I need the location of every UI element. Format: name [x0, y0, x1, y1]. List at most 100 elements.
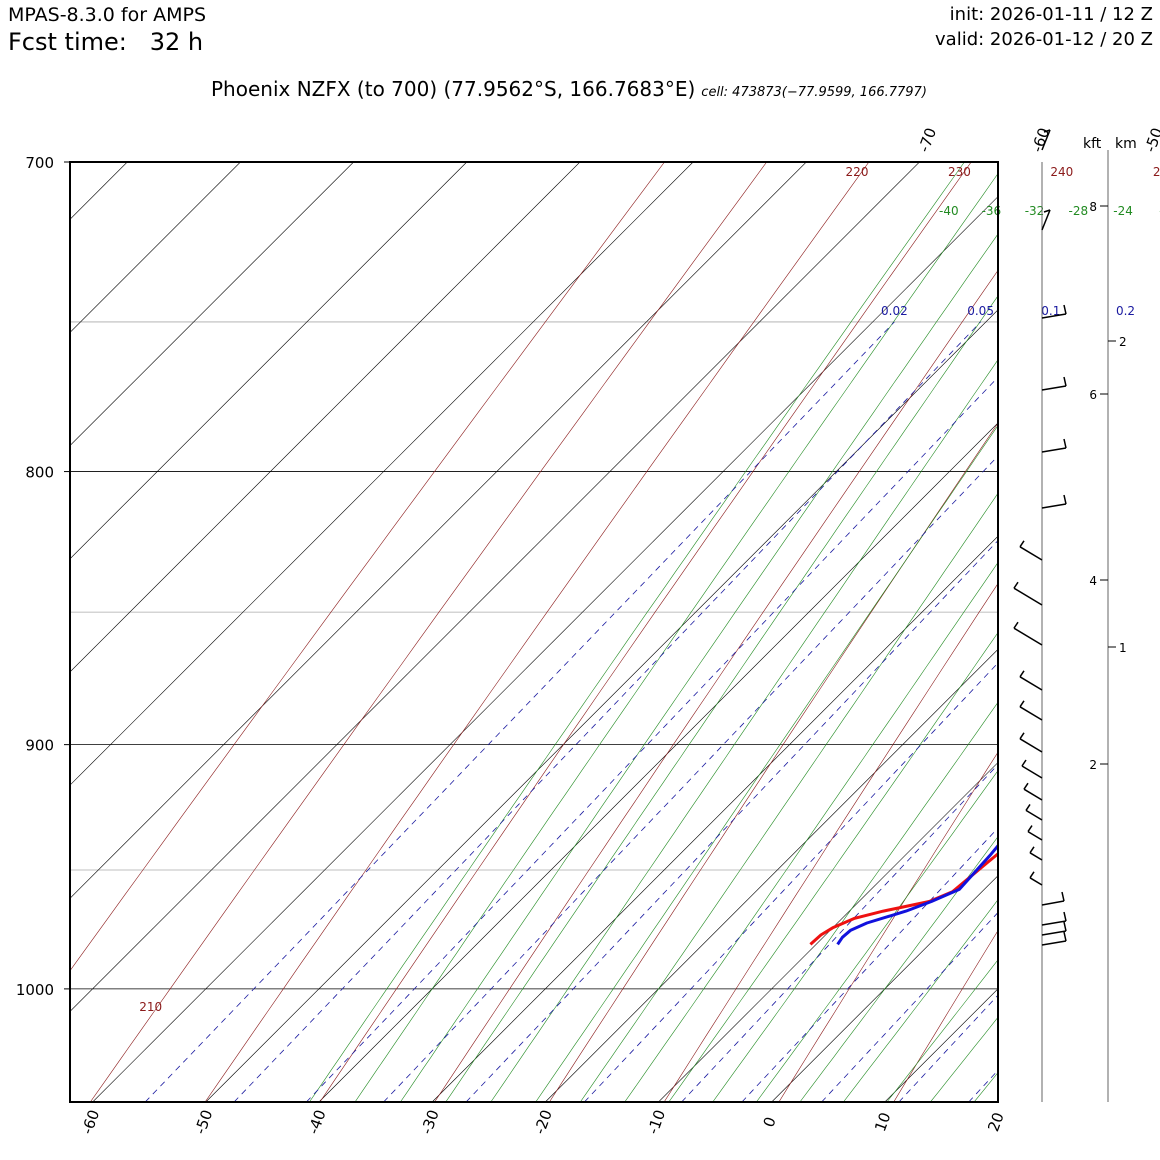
mixing-ratio-label: 0.1 [1041, 304, 1060, 318]
dry-adiabat [1008, 162, 1160, 1102]
barb-shaft [1019, 546, 1043, 561]
bottom-isotherm-text: 20 [984, 1110, 1007, 1134]
dry-adiabat-label: 230 [948, 165, 971, 179]
moist-adiabat [624, 561, 998, 1102]
barb-flag [1043, 129, 1051, 133]
bottom-isotherm-label: -20 [531, 1107, 556, 1136]
kft-tick-label: 2 [1089, 758, 1097, 772]
moist-adiabat [580, 492, 998, 1102]
bottom-isotherm-text: -50 [191, 1107, 216, 1136]
dry-adiabat [204, 162, 870, 1102]
barb-shaft [1027, 830, 1043, 841]
top-isotherm-text: -70 [915, 125, 940, 154]
barb-shaft [1021, 765, 1043, 779]
barb-flag [1063, 304, 1067, 315]
mixing-ratio-line [233, 321, 981, 1102]
bottom-isotherm-label: -10 [644, 1107, 669, 1136]
wind-barb [1023, 782, 1043, 801]
dry-adiabat [1123, 162, 1160, 1102]
barb-flag [1029, 871, 1035, 879]
moist-adiabat [490, 359, 998, 1102]
top-isotherm-label: -70 [915, 125, 940, 154]
barb-flag [1027, 825, 1033, 833]
dry-adiabat [319, 162, 972, 1102]
barb-flag [1013, 621, 1019, 629]
mixing-ratio-label: 0.05 [967, 304, 994, 318]
wind-barb [1029, 846, 1043, 861]
bottom-isotherm-text: -10 [644, 1107, 669, 1136]
wind-barb [1041, 209, 1051, 231]
mixing-ratio-line [383, 455, 998, 1102]
temperature-profile [809, 851, 998, 946]
isotherm [545, 648, 998, 1102]
bottom-isotherm-text: -40 [304, 1107, 329, 1136]
dry-adiabat-label: 210 [139, 1000, 162, 1014]
bottom-isotherm-text: -60 [78, 1107, 103, 1136]
forecast-time-label: Fcst time: [8, 28, 127, 56]
barb-flag [1063, 494, 1067, 505]
barb-shaft [1041, 920, 1067, 926]
isotherm [70, 162, 581, 673]
isotherm [70, 162, 128, 220]
mixing-ratio-label: 0.2 [1116, 304, 1135, 318]
isotherm [70, 162, 920, 1012]
wind-barb [1027, 825, 1043, 841]
isotherm [431, 535, 998, 1102]
model-name: MPAS-8.3.0 for AMPS [8, 4, 207, 26]
moist-adiabat [712, 701, 998, 1102]
barb-flag [1061, 891, 1065, 902]
dry-adiabat-label: 220 [846, 165, 869, 179]
wind-barb [1019, 540, 1043, 561]
valid-time: valid: 2026-01-12 / 20 Z [935, 29, 1153, 50]
isotherm [884, 988, 998, 1102]
kft-tick-label: 4 [1089, 574, 1097, 588]
barb-flag [1013, 581, 1019, 589]
top-isotherm-text: -50 [1141, 125, 1160, 154]
bottom-isotherm-label: -50 [191, 1107, 216, 1136]
kft-tick-label: 8 [1089, 200, 1097, 214]
barb-shaft [1041, 940, 1067, 946]
wind-barb [1041, 129, 1051, 151]
moist-adiabat [886, 959, 998, 1102]
bottom-isotherm-label: 0 [760, 1114, 780, 1129]
barb-shaft [1041, 930, 1067, 936]
barb-flag [1019, 670, 1025, 678]
mixing-ratio-line [681, 763, 998, 1102]
wind-barb [1041, 304, 1067, 319]
wind-barb [1041, 891, 1065, 906]
moist-adiabat [354, 173, 998, 1102]
barb-shaft [1025, 809, 1043, 821]
kft-label: kft [1083, 136, 1102, 152]
isotherm [318, 422, 998, 1102]
barb-shaft [1029, 877, 1043, 886]
init-time: init: 2026-01-11 / 12 Z [949, 4, 1153, 25]
barb-flag [1063, 438, 1067, 449]
bottom-isotherm-label: -30 [417, 1107, 442, 1136]
moist-adiabat-label: -28 [1068, 204, 1088, 218]
barb-flag [1019, 700, 1025, 708]
bottom-isotherm-text: -20 [531, 1107, 556, 1136]
bottom-isotherm-text: 0 [760, 1114, 780, 1129]
bottom-isotherm-text: 10 [871, 1110, 894, 1134]
wind-barb [1041, 376, 1067, 391]
dry-adiabat [893, 929, 998, 1102]
km-label: km [1115, 136, 1137, 152]
barb-flag [1063, 931, 1067, 942]
dry-adiabat [778, 751, 998, 1102]
pressure-label: 800 [25, 464, 54, 482]
dry-adiabat [549, 422, 998, 1102]
km-tick-label: 1 [1119, 641, 1127, 655]
moist-adiabat [973, 1072, 998, 1102]
mixing-ratio-line [584, 662, 998, 1102]
barb-flag [1029, 846, 1035, 854]
barb-flag [1023, 782, 1029, 790]
wind-barb [1019, 670, 1043, 691]
moist-adiabat [1018, 162, 1160, 1102]
pressure-label: 700 [25, 154, 54, 172]
mixing-ratio-line [306, 376, 998, 1102]
barb-shaft [1013, 587, 1043, 606]
barb-shaft [1023, 788, 1043, 801]
barb-shaft [1013, 627, 1043, 646]
wind-barb [1013, 581, 1043, 606]
pressure-label: 1000 [16, 981, 54, 999]
